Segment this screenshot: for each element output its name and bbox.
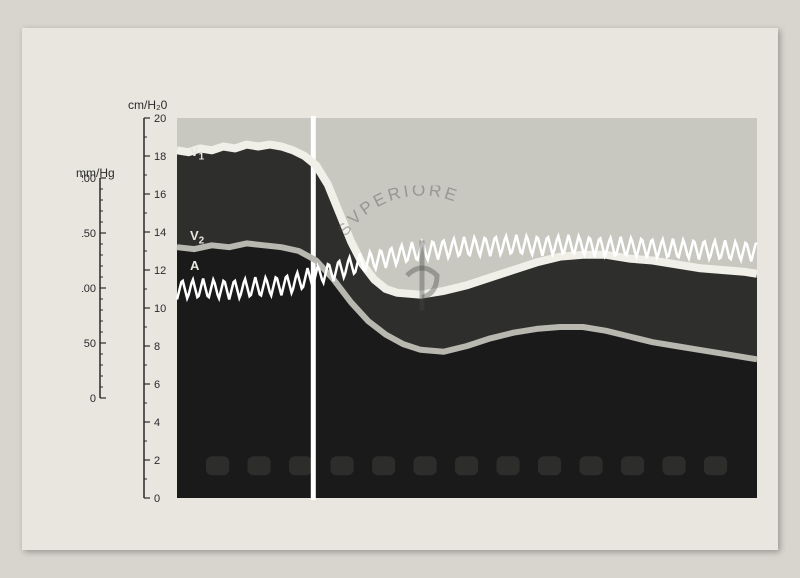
svg-text:100: 100	[82, 283, 96, 295]
svg-text:16: 16	[154, 189, 166, 201]
svg-text:0: 0	[154, 493, 160, 505]
svg-text:2: 2	[154, 455, 160, 467]
svg-text:50: 50	[84, 338, 96, 350]
svg-text:12: 12	[154, 265, 166, 277]
svg-text:18: 18	[154, 151, 166, 163]
svg-text:20: 20	[154, 113, 166, 125]
svg-text:200: 200	[82, 173, 96, 185]
series-label-a: A	[190, 258, 199, 273]
series-label-v2: V2	[190, 228, 204, 247]
svg-text:6: 6	[154, 379, 160, 391]
svg-text:4: 4	[154, 417, 160, 429]
series-label-v1: V1	[190, 144, 204, 163]
chart-container: cm/H₂0 mm/Hg 024681012141618200501001502…	[82, 88, 762, 518]
svg-text:0: 0	[90, 393, 96, 405]
svg-text:150: 150	[82, 228, 96, 240]
svg-text:10: 10	[154, 303, 166, 315]
photo-frame: cm/H₂0 mm/Hg 024681012141618200501001502…	[22, 28, 778, 550]
svg-text:14: 14	[154, 227, 166, 239]
svg-text:8: 8	[154, 341, 160, 353]
physiological-trace-chart: 02468101214161820050100150200	[82, 88, 762, 518]
